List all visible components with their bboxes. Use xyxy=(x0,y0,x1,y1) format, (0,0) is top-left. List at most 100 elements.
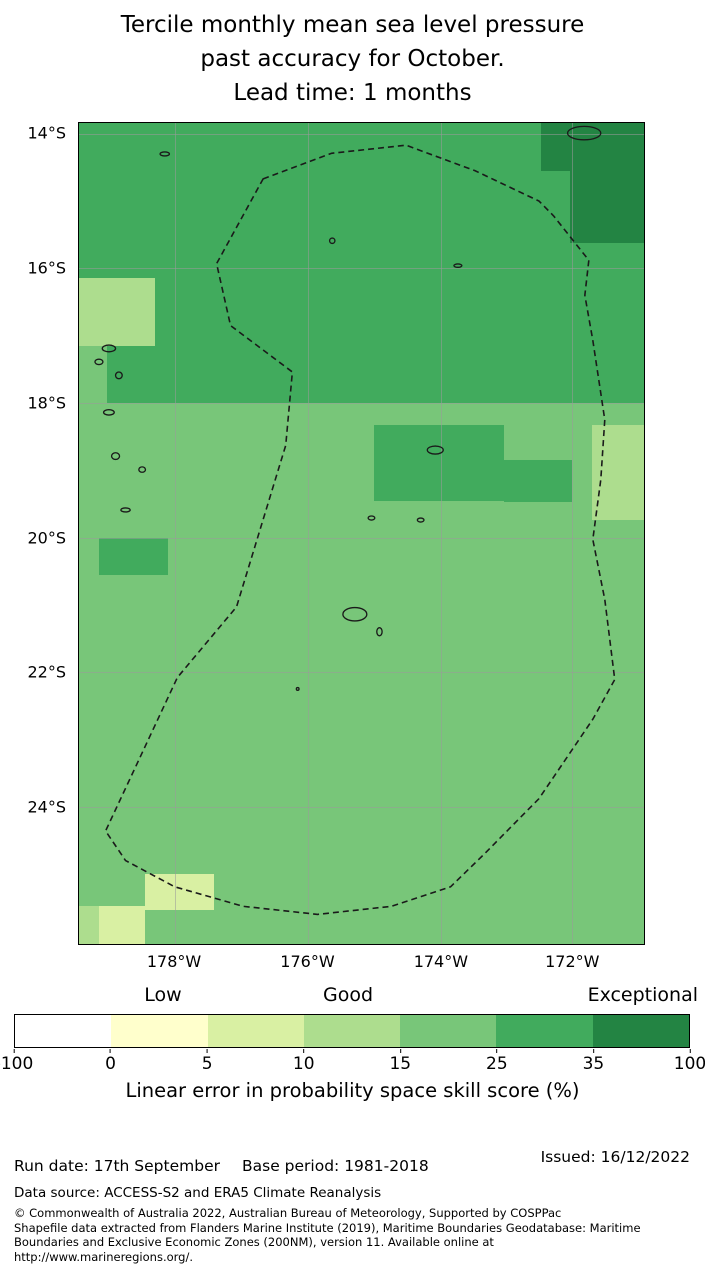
map-cell xyxy=(79,906,99,944)
gridline xyxy=(79,672,644,674)
colorbar-label-exceptional: Exceptional xyxy=(587,984,698,1006)
colorbar-segment xyxy=(207,1015,304,1047)
colorbar-tick: 0 xyxy=(105,1049,116,1074)
copyright-line: http://www.marineregions.org/. xyxy=(14,1249,193,1264)
colorbar-segment xyxy=(303,1015,401,1047)
tick-mark xyxy=(496,1049,498,1053)
gridline xyxy=(79,268,644,270)
colorbar-tick: 25 xyxy=(486,1049,508,1074)
colorbar-ticks: -100 0 5 10 15 25 35 100 xyxy=(0,1049,705,1075)
colorbar-labels: Low Good Exceptional xyxy=(14,984,698,1010)
island-outline xyxy=(138,466,147,473)
tick-mark xyxy=(399,1049,401,1053)
gridline xyxy=(440,123,442,944)
tick-mark xyxy=(206,1049,208,1053)
tick-label: 0 xyxy=(105,1054,116,1074)
gridline xyxy=(79,133,644,135)
copyright-block: © Commonwealth of Australia 2022, Austra… xyxy=(14,1206,684,1264)
tick-mark xyxy=(689,1049,691,1053)
colorbar-segment xyxy=(592,1015,689,1047)
island-outline xyxy=(101,344,117,353)
island-outline xyxy=(566,125,602,141)
tick-label: 10 xyxy=(292,1054,315,1074)
y-tick-label: 18°S xyxy=(27,393,66,413)
y-tick-label: 22°S xyxy=(27,662,66,682)
island-outline xyxy=(376,627,383,637)
gridline xyxy=(307,123,309,944)
map-cell xyxy=(79,278,156,346)
island-outline xyxy=(416,517,425,523)
island-outline xyxy=(114,371,123,380)
colorbar-tick: 15 xyxy=(389,1049,411,1074)
tick-label: 15 xyxy=(389,1054,412,1074)
x-tick-label: 174°W xyxy=(413,952,469,971)
gridline xyxy=(79,402,644,404)
tick-label: 35 xyxy=(582,1054,605,1074)
gridline xyxy=(79,537,644,539)
copyright-line: Boundaries and Exclusive Economic Zones … xyxy=(14,1235,494,1249)
chart-title-line1: Tercile monthly mean sea level pressure xyxy=(120,12,585,38)
copyright-line: © Commonwealth of Australia 2022, Austra… xyxy=(14,1206,562,1220)
island-outline xyxy=(120,507,131,513)
chart-title-line2: past accuracy for October. xyxy=(200,46,505,72)
y-axis: 14°S 16°S 18°S 20°S 22°S 24°S xyxy=(0,122,72,945)
map-cell xyxy=(374,425,504,501)
copyright-line: Shapefile data extracted from Flanders M… xyxy=(14,1220,641,1235)
colorbar-label-good: Good xyxy=(322,984,374,1006)
island-outline xyxy=(453,263,463,269)
map-cell xyxy=(98,906,145,944)
y-tick-label: 16°S xyxy=(27,258,66,278)
island-outline xyxy=(295,686,300,691)
map-cell xyxy=(569,123,644,243)
colorbar-segment xyxy=(15,1015,112,1047)
island-outline xyxy=(367,515,376,521)
y-tick-label: 20°S xyxy=(27,528,66,548)
gridline xyxy=(174,123,176,944)
data-source-text: Data source: ACCESS-S2 and ERA5 Climate … xyxy=(14,1185,382,1201)
tick-mark xyxy=(13,1049,15,1053)
island-outline xyxy=(342,606,368,622)
x-axis: 178°W 176°W 174°W 172°W xyxy=(78,952,645,976)
island-outline xyxy=(159,151,171,157)
eez-boundary xyxy=(104,144,616,916)
chart-title-line3: Lead time: 1 months xyxy=(233,80,472,106)
colorbar-tick: -100 xyxy=(0,1049,33,1074)
map-overlay xyxy=(94,125,616,916)
colorbar-tick: 35 xyxy=(582,1049,605,1074)
x-tick-label: 172°W xyxy=(545,952,600,971)
colorbar-tick: 5 xyxy=(202,1049,213,1074)
map-plot xyxy=(78,122,645,945)
tick-label: 25 xyxy=(486,1054,508,1074)
map-cell xyxy=(144,874,214,911)
island-outline xyxy=(110,452,121,461)
map-cell xyxy=(79,345,107,403)
gridline xyxy=(571,123,573,944)
colorbar-caption: Linear error in probability space skill … xyxy=(125,1079,580,1102)
y-tick-label: 24°S xyxy=(27,797,66,817)
y-tick-label: 14°S xyxy=(27,123,66,143)
chart-title: Tercile monthly mean sea level pressure … xyxy=(0,8,705,110)
tick-mark xyxy=(592,1049,594,1053)
gridline xyxy=(79,806,644,808)
colorbar-tick: 100 xyxy=(674,1049,705,1074)
island-outline xyxy=(102,409,115,416)
colorbar-segment xyxy=(111,1015,208,1047)
tick-label: -100 xyxy=(0,1054,34,1074)
base-period-text: Base period: 1981-2018 xyxy=(242,1157,429,1175)
island-outline xyxy=(426,445,444,455)
tick-label: 100 xyxy=(673,1054,705,1074)
tick-label: 5 xyxy=(201,1054,213,1074)
run-date-text: Run date: 17th September xyxy=(14,1157,220,1175)
x-tick-label: 176°W xyxy=(280,952,335,971)
x-tick-label: 178°W xyxy=(146,952,202,971)
colorbar-tick: 10 xyxy=(293,1049,315,1074)
issued-text: Issued: 16/12/2022 xyxy=(540,1148,690,1166)
colorbar-segment xyxy=(496,1015,593,1047)
map-cell xyxy=(98,537,169,576)
colorbar-label-low: Low xyxy=(144,984,182,1006)
colorbar-segment xyxy=(400,1015,497,1047)
tick-mark xyxy=(303,1049,305,1053)
island-outline xyxy=(94,358,104,366)
map-cell xyxy=(503,460,572,502)
